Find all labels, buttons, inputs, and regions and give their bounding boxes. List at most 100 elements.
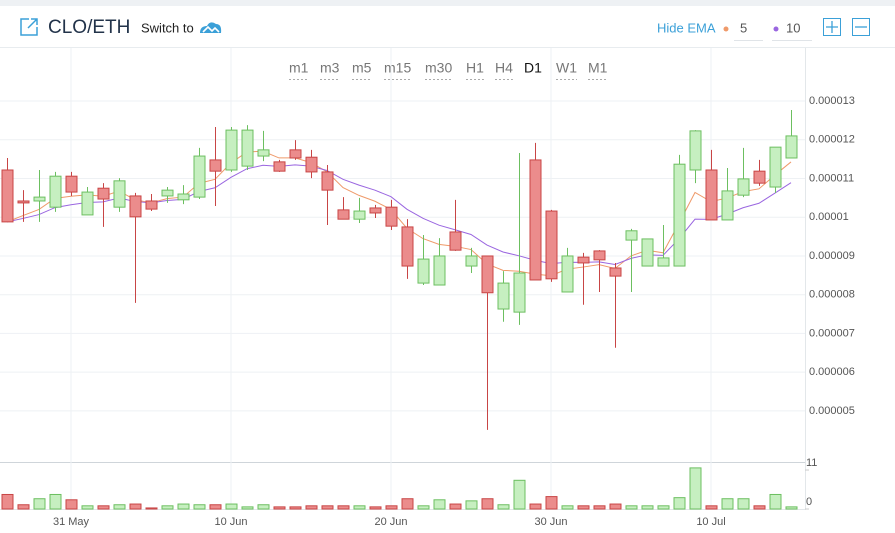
candle-body [593,250,606,261]
volume-bar [465,500,478,510]
candle-body [609,267,622,277]
volume-bar [513,479,526,510]
candle-body [1,169,14,223]
volume-bar [225,503,238,510]
candle-body [145,200,158,210]
volume-bar [737,498,750,510]
timeframe-button[interactable]: H1 [466,60,484,76]
y-tick-label: 0.000013 [809,95,855,107]
volume-bar [337,505,350,510]
volume-bar [145,507,158,510]
candle-body [385,206,398,227]
volume-bar [385,505,398,510]
volume-bar [641,505,654,510]
hide-ema-toggle[interactable]: Hide EMA [657,20,716,35]
switch-icon[interactable] [200,22,222,33]
candle-body [641,238,654,267]
volume-bar [273,506,286,510]
candle-body [177,193,190,201]
candle-body [129,195,142,218]
candle-body [497,282,510,310]
y-tick-label: 0.000008 [809,289,855,301]
timeframe-button[interactable]: m1 [289,60,309,76]
ema-period[interactable]: 10 [786,20,800,35]
candle-body [241,129,254,167]
candle-body [689,130,702,171]
volume-bar [1,493,14,510]
volume-tick-label: 0 [806,496,812,508]
volume-bar [689,467,702,510]
candle-body [193,155,206,198]
volume-pane [1,467,798,510]
volume-bar [161,505,174,510]
volume-bar [305,505,318,510]
candle-body [33,196,46,202]
candle-body [673,163,686,267]
x-tick-label: 20 Jun [374,516,407,528]
timeframe-button[interactable]: m15 [384,60,411,76]
top-strip [0,0,895,6]
volume-bar [321,505,334,510]
ema-period[interactable]: 5 [740,20,747,35]
external-link-icon[interactable] [20,18,38,36]
volume-bar [241,506,254,510]
volume-bar [17,504,30,510]
timeframe-button[interactable]: m5 [352,60,372,76]
candle-body [561,255,574,293]
candle-body [577,256,590,264]
candle-body [321,171,334,191]
ema-legend: 5 10 [723,20,812,41]
y-tick-label: 0.00001 [809,211,849,223]
timeframe-button[interactable]: H4 [495,60,513,76]
candle-body [657,257,670,267]
volume-bar [177,503,190,510]
timeframe-bar: m1 m3 m5 m15 m30 H1 H4 D1 W1 M1 [289,60,608,80]
volume-bar [481,498,494,510]
candle-body [273,161,286,172]
candle-body [433,255,446,286]
candle-body [353,210,366,220]
candles [1,109,798,430]
candle-body [465,255,478,267]
y-tick-label: 0.000011 [809,172,854,184]
candle-body [737,178,750,196]
volume-bar [497,504,510,510]
switch-label: Switch to [141,20,194,35]
volume-bar [49,493,62,510]
timeframe-button[interactable]: M1 [588,60,608,76]
volume-bar [209,504,222,510]
candle-body [225,129,238,171]
candle-body [161,189,174,197]
x-tick-label: 30 Jun [534,516,567,528]
candle-body [529,159,542,281]
volume-bar [193,504,206,510]
ema-legend-dot [773,26,779,32]
timeframe-button[interactable]: m3 [320,60,340,76]
candle-body [769,146,782,188]
zoom-out-button[interactable] [852,18,870,36]
volume-bar [401,498,414,510]
candle-body [753,170,766,184]
volume-bar [529,503,542,510]
y-tick-label: 0.000006 [809,366,855,378]
zoom-in-button[interactable] [823,18,841,36]
y-tick-label: 0.000009 [809,250,855,262]
candle-body [401,226,414,267]
volume-bar [753,505,766,510]
candle-body [545,210,558,280]
candle-body [785,135,798,159]
timeframe-button[interactable]: m30 [425,60,452,76]
timeframe-button[interactable]: W1 [556,60,577,76]
volume-bar [81,505,94,510]
candle-body [17,200,30,204]
volume-bar [65,499,78,510]
volume-bar [97,505,110,510]
timeframe-button[interactable]: D1 [524,60,542,76]
volume-bar [33,498,46,510]
candle-body [257,149,270,157]
volume-bar [369,506,382,510]
y-tick-label: 0.000005 [809,405,855,417]
ema-line [6,164,792,265]
